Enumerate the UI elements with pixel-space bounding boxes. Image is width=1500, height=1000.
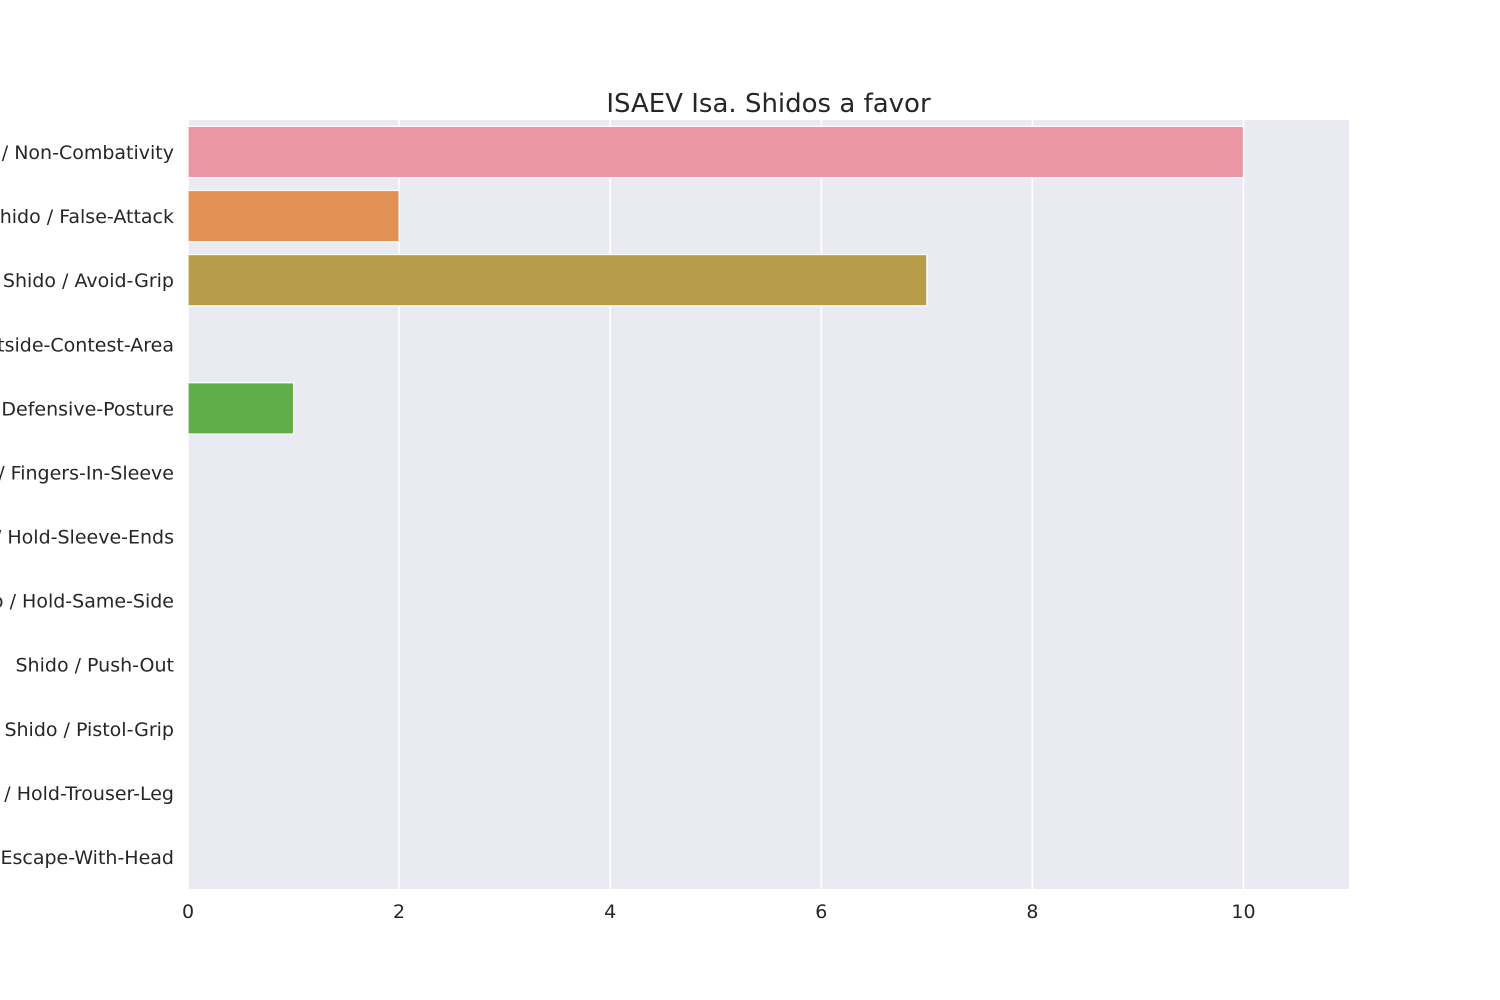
x-tick-label-2: 2 [393,901,405,923]
y-tick-label-shido-defensive-posture: Shido / Defensive-Posture [0,398,174,420]
y-tick-label-shido-push-out: Shido / Push-Out [16,655,175,677]
y-tick-label-shido-hold-same-side: Shido / Hold-Same-Side [0,591,174,613]
chart-title: ISAEV Isa. Shidos a favor [606,89,931,119]
y-tick-label-shido-false-attack: Shido / False-Attack [0,206,174,228]
plot-background [188,120,1349,889]
y-tick-label-shido-hold-sleeve-ends: Shido / Hold-Sleeve-Ends [0,527,174,549]
x-tick-label-6: 6 [815,901,827,923]
y-tick-label-shido-hold-trouser-leg: Shido / Hold-Trouser-Leg [0,783,174,805]
bar-shido-non-combativity [187,125,1245,179]
y-tick-label-shido-escape-with-head: Shido / Escape-With-Head [0,847,174,869]
x-tick-label-8: 8 [1026,901,1038,923]
bar-shido-avoid-grip [187,253,928,307]
bars [187,125,1245,435]
y-tick-label-shido-fingers-in-sleeve: Shido / Fingers-In-Sleeve [0,462,174,484]
bar-shido-false-attack [187,189,400,243]
x-tick-label-0: 0 [182,901,194,923]
x-gridlines [187,120,1245,889]
x-tick-label-10: 10 [1231,901,1255,923]
x-tick-label-4: 4 [604,901,616,923]
y-tick-label-shido-avoid-grip: Shido / Avoid-Grip [3,270,174,292]
bar-shido-defensive-posture [187,382,295,435]
y-tick-labels: Shido / Non-Combativity Shido / False-Att… [0,142,174,869]
x-tick-labels: 0 2 4 6 8 10 [182,901,1256,923]
y-tick-label-shido-pistol-grip: Shido / Pistol-Grip [4,719,174,741]
y-tick-label-shido-non-combativity: Shido / Non-Combativity [0,142,174,164]
y-tick-label-shido-outside-contest-area: Shido / Outside-Contest-Area [0,334,174,356]
